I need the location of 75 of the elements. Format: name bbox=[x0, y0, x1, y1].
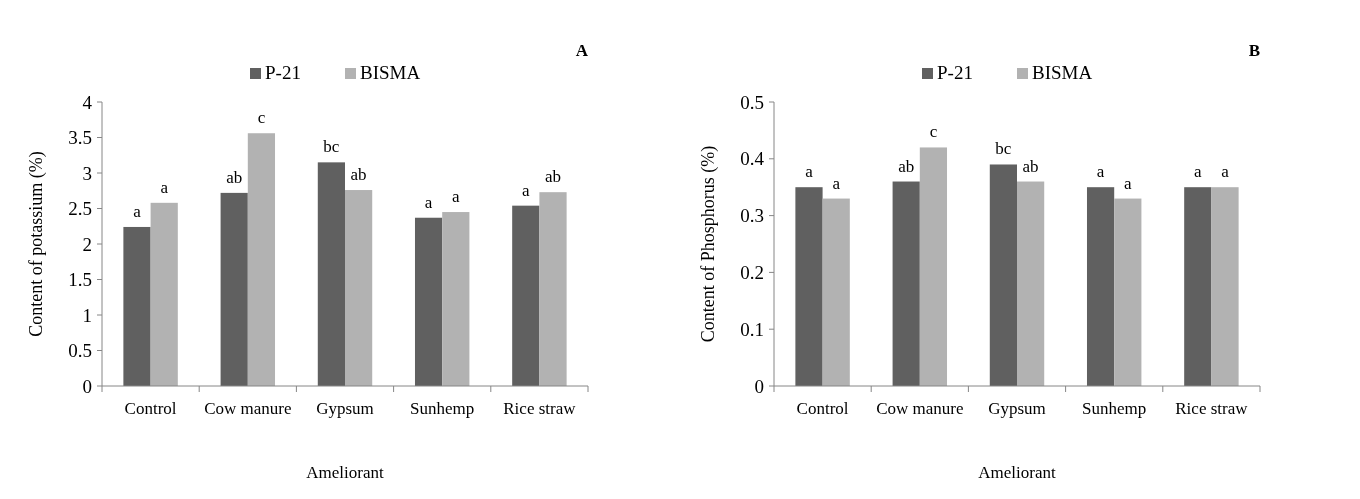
x-tick-label: Sunhemp bbox=[1082, 399, 1147, 418]
x-tick-label: Rice straw bbox=[1175, 399, 1249, 418]
data-label: a bbox=[424, 192, 433, 212]
y-tick-label: 0 bbox=[754, 375, 764, 397]
x-tick-label: Gypsum bbox=[316, 399, 374, 418]
y-axis-title: Content of potassium (%) bbox=[26, 151, 47, 337]
data-label: c bbox=[929, 122, 938, 142]
x-tick-label: Cow manure bbox=[876, 399, 964, 418]
y-axis-title: Content of Phosphorus (%) bbox=[698, 145, 719, 343]
x-tick-label: Rice straw bbox=[503, 399, 577, 418]
bar bbox=[150, 202, 178, 386]
legend-label: BISMA bbox=[360, 62, 421, 83]
bar bbox=[317, 162, 345, 386]
x-tick-label: Control bbox=[124, 399, 177, 418]
bar bbox=[1114, 198, 1142, 386]
y-tick-label: 3.5 bbox=[68, 127, 92, 149]
y-tick-label: 0.1 bbox=[740, 318, 764, 340]
data-label: a bbox=[832, 173, 841, 193]
x-axis-title: Ameliorant bbox=[306, 463, 384, 482]
x-axis-title: Ameliorant bbox=[978, 463, 1056, 482]
data-label: a bbox=[1221, 162, 1230, 182]
bar bbox=[795, 187, 823, 386]
data-label: a bbox=[1096, 162, 1105, 182]
y-tick-label: 0.5 bbox=[68, 340, 92, 362]
bar bbox=[414, 217, 443, 386]
y-tick-label: 1 bbox=[82, 304, 92, 326]
x-tick-label: Control bbox=[796, 399, 849, 418]
x-tick-label: Cow manure bbox=[204, 399, 292, 418]
data-label: ab bbox=[898, 156, 915, 176]
data-label: a bbox=[805, 162, 814, 182]
y-tick-label: 4 bbox=[82, 91, 93, 113]
data-label: bc bbox=[323, 137, 340, 157]
y-tick-label: 0.2 bbox=[740, 262, 764, 284]
bar bbox=[822, 198, 850, 386]
y-tick-label: 0.3 bbox=[740, 205, 764, 227]
data-label: a bbox=[1194, 162, 1203, 182]
bar bbox=[989, 164, 1017, 386]
data-label: a bbox=[133, 201, 142, 221]
data-label: a bbox=[452, 187, 461, 207]
data-label: ab bbox=[350, 165, 367, 185]
data-label: ab bbox=[226, 167, 243, 187]
y-tick-label: 0.5 bbox=[740, 91, 764, 113]
legend-label: P-21 bbox=[937, 62, 973, 83]
data-label: a bbox=[160, 177, 169, 197]
legend-label: P-21 bbox=[265, 62, 301, 83]
bar bbox=[247, 133, 276, 386]
x-tick-label: Sunhemp bbox=[410, 399, 475, 418]
bar bbox=[1184, 187, 1212, 386]
bar bbox=[1017, 181, 1045, 386]
y-tick-label: 0.4 bbox=[740, 148, 765, 170]
bar bbox=[220, 192, 248, 386]
data-label: ab bbox=[1022, 156, 1039, 176]
bar bbox=[442, 212, 470, 386]
y-tick-label: 1.5 bbox=[68, 269, 92, 291]
chart-title: A bbox=[575, 41, 589, 60]
legend-label: BISMA bbox=[1032, 62, 1093, 83]
data-label: a bbox=[522, 180, 531, 200]
bar bbox=[539, 192, 567, 386]
y-tick-label: 2.5 bbox=[68, 198, 92, 220]
bar bbox=[892, 181, 920, 386]
chart-title: B bbox=[1248, 41, 1260, 60]
bar bbox=[123, 226, 151, 386]
y-tick-label: 3 bbox=[82, 162, 92, 184]
x-tick-label: Gypsum bbox=[988, 399, 1046, 418]
y-tick-label: 2 bbox=[82, 233, 92, 255]
bar bbox=[512, 205, 540, 386]
data-label: c bbox=[257, 108, 266, 128]
bar bbox=[345, 190, 373, 386]
bar bbox=[1211, 187, 1239, 386]
bar bbox=[1086, 187, 1115, 386]
bar bbox=[919, 147, 948, 386]
data-label: ab bbox=[544, 167, 562, 187]
y-tick-label: 0 bbox=[82, 375, 92, 397]
data-label: a bbox=[1124, 173, 1133, 193]
data-label: bc bbox=[995, 139, 1012, 159]
